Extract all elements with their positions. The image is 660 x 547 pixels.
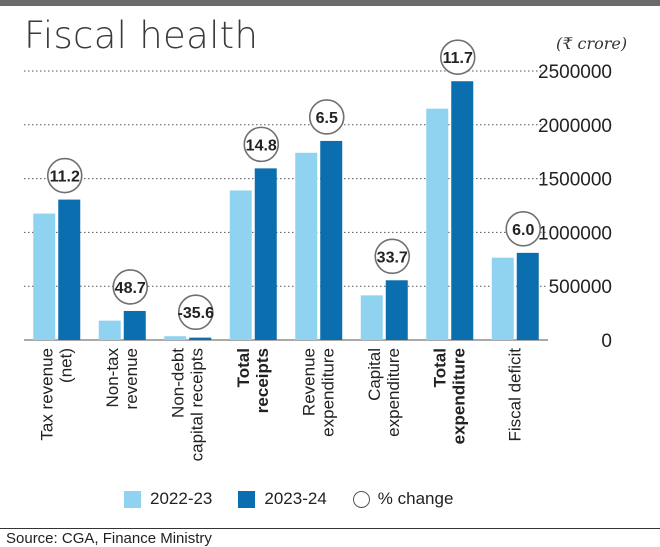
pct-change-circle <box>112 269 149 305</box>
y-tick-label: 500000 <box>549 277 612 298</box>
category-label-line: expenditure <box>318 348 337 437</box>
pct-change-label: 48.7 <box>115 280 146 297</box>
legend-item-change: % change <box>352 489 454 509</box>
category-label-line: revenue <box>122 348 141 409</box>
top-border <box>0 0 660 6</box>
legend: 2022-23 2023-24 % change <box>124 488 479 510</box>
legend-label-change: % change <box>377 489 454 508</box>
y-tick-label: 1000000 <box>538 223 612 244</box>
category-label-line: Total <box>234 348 253 387</box>
legend-circle-icon <box>352 490 370 508</box>
category-label-line: Non-tax <box>103 348 122 408</box>
category-label-line: Fiscal deficit <box>505 348 524 442</box>
category-label-line: Non-debt <box>168 348 187 418</box>
bar-2022-23 <box>229 190 252 340</box>
pct-change-label: 14.8 <box>246 137 277 154</box>
category-label: Non-tax revenue <box>103 348 141 410</box>
y-tick-label: 2000000 <box>538 116 612 137</box>
bar-2023-24 <box>385 280 408 340</box>
category-label-line: Total <box>430 348 449 387</box>
pct-change-circle <box>243 126 280 163</box>
legend-item-2023-24: 2023-24 <box>238 489 327 509</box>
pct-change-circle <box>177 294 214 331</box>
bar-2022-23 <box>98 320 121 340</box>
bar-2022-23 <box>491 257 514 340</box>
pct-change-label: 6.5 <box>316 110 338 127</box>
bar-2023-24 <box>320 140 343 340</box>
category-label-line: capital receipts <box>187 348 206 461</box>
pct-change-label: 6.0 <box>512 222 534 239</box>
y-tick-label: 2500000 <box>538 62 612 83</box>
category-label: Revenue expenditure <box>299 348 337 437</box>
bar-2023-24 <box>189 337 212 340</box>
pct-change-label: 11.7 <box>443 50 473 67</box>
category-label: Total receipts <box>234 348 272 413</box>
category-label-line: Capital <box>365 348 384 401</box>
category-label-line: Revenue <box>299 348 318 416</box>
bar-2022-23 <box>426 108 449 340</box>
bar-2022-23 <box>360 295 383 340</box>
legend-item-2022-23: 2022-23 <box>124 489 212 509</box>
legend-label-2022-23: 2022-23 <box>150 489 213 508</box>
y-tick-label: 0 <box>601 331 612 352</box>
chart-title: Fiscal health <box>24 14 259 57</box>
category-label-line: receipts <box>253 348 272 413</box>
pct-change-label: 33.7 <box>377 249 408 266</box>
bar-2023-24 <box>254 168 277 340</box>
legend-swatch-2022-23 <box>124 490 141 508</box>
bar-2023-24 <box>516 252 539 340</box>
bar-2022-23 <box>164 336 187 340</box>
category-label: Capital expenditure <box>365 348 403 437</box>
source-note: Source: CGA, Finance Ministry <box>0 528 660 547</box>
category-label-line: (net) <box>56 348 75 383</box>
y-tick-label: 1500000 <box>538 170 612 191</box>
bar-2023-24 <box>58 199 81 340</box>
bar-2023-24 <box>123 310 146 340</box>
pct-change-label: 11.2 <box>50 169 80 186</box>
category-label-line: expenditure <box>384 348 403 437</box>
legend-swatch-2023-24 <box>238 490 256 508</box>
category-label: Total expenditure <box>430 348 468 444</box>
unit-label: (₹ crore) <box>556 34 628 53</box>
bar-2023-24 <box>451 81 474 341</box>
bar-2022-23 <box>33 213 56 340</box>
category-label-line: Tax revenue <box>37 348 56 441</box>
pct-change-circle <box>46 157 83 194</box>
pct-change-circle <box>439 39 476 76</box>
category-label: Non-debt capital receipts <box>168 348 206 462</box>
category-label: Tax revenue (net) <box>37 348 75 441</box>
pct-change-circle <box>308 99 345 135</box>
pct-change-circle <box>374 238 411 275</box>
category-label-line: expenditure <box>449 348 468 444</box>
bar-2022-23 <box>295 152 318 340</box>
legend-label-2023-24: 2023-24 <box>264 489 327 508</box>
pct-change-label: -35.6 <box>178 305 215 322</box>
category-label: Fiscal deficit <box>505 348 524 442</box>
pct-change-circle <box>505 211 542 247</box>
